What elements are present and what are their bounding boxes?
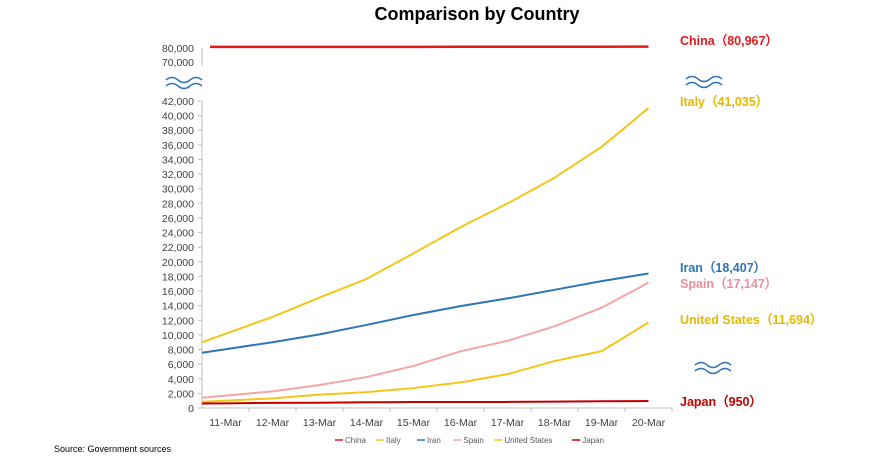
y-axis-ticks: 0 2,000 4,000 6,000 8,000 10,000 12,000 14,000 1…: [162, 43, 202, 415]
y-tick-label: 4,000: [168, 374, 194, 386]
chart-title: Comparison by Country: [374, 4, 579, 24]
x-tick-label: 12-Mar: [256, 417, 290, 429]
x-axis-ticks: 11-Mar 12-Mar 13-Mar 14-Mar 15-Mar 16-Mar 17-M…: [209, 408, 673, 429]
axis-break-icon: [165, 82, 203, 90]
series-line-italy: [201, 107, 650, 344]
end-label-japan: Japan（950）: [680, 394, 762, 409]
end-labels: China（80,967） Italy（41,035） Iran（18,407）Sp…: [680, 33, 822, 409]
y-tick-label: 36,000: [162, 140, 194, 152]
y-tick-label: 6,000: [168, 359, 194, 371]
y-tick-label: 32,000: [162, 169, 194, 181]
y-tick-label: 38,000: [162, 125, 194, 137]
y-tick-label: 80,000: [162, 43, 194, 55]
y-tick-label: 28,000: [162, 198, 194, 210]
axis-break-icon: [685, 81, 723, 89]
end-label-spain: Spain（17,147）: [680, 276, 777, 291]
x-tick-label: 16-Mar: [444, 417, 478, 429]
x-tick-label: 11-Mar: [209, 417, 242, 429]
axis-break-icon: [685, 75, 723, 83]
y-tick-label: 24,000: [162, 228, 194, 240]
legend-label-united-states: United States: [504, 436, 552, 445]
end-label-china: China（80,967）: [680, 33, 778, 48]
y-tick-label: 2,000: [168, 388, 194, 400]
x-tick-label: 19-Mar: [585, 417, 619, 429]
axes: [201, 48, 672, 409]
y-tick-label: 22,000: [162, 242, 194, 254]
legend-label-spain: Spain: [463, 436, 483, 445]
x-tick-label: 14-Mar: [350, 417, 384, 429]
y-tick-label: 40,000: [162, 111, 194, 123]
y-tick-label: 10,000: [162, 330, 194, 342]
legend-label-italy: Italy: [386, 436, 401, 445]
source-note: Source: Government sources: [54, 444, 172, 454]
axis-break-icon: [694, 361, 732, 369]
y-tick-label: 26,000: [162, 213, 194, 225]
legend-label-iran: Iran: [427, 436, 441, 445]
x-tick-label: 17-Mar: [491, 417, 525, 429]
end-label-iran: Iran（18,407）: [680, 260, 766, 275]
y-tick-label: 14,000: [162, 301, 194, 313]
series-lines: [201, 45, 650, 405]
x-tick-label: 18-Mar: [538, 417, 572, 429]
series-line-spain: [201, 281, 649, 399]
y-tick-label: 20,000: [162, 257, 194, 269]
series-line-japan: [201, 400, 649, 405]
series-line-iran: [201, 272, 649, 354]
series-line-united-states: [201, 321, 650, 403]
y-tick-label: 16,000: [162, 286, 194, 298]
y-tick-label: 0: [188, 403, 194, 415]
y-tick-label: 42,000: [162, 96, 194, 108]
y-tick-label: 34,000: [162, 154, 194, 166]
end-label-italy: Italy（41,035）: [680, 94, 768, 109]
x-tick-label: 15-Mar: [397, 417, 431, 429]
axis-break-icon: [694, 367, 732, 375]
axis-breaks: [165, 75, 732, 375]
x-tick-label: 20-Mar: [632, 417, 666, 429]
x-tick-label: 13-Mar: [303, 417, 337, 429]
y-tick-label: 8,000: [168, 345, 194, 357]
legend: China Italy Iran Spain United States Japan: [335, 436, 604, 445]
y-tick-label: 12,000: [162, 315, 194, 327]
axis-break-icon: [165, 76, 203, 84]
y-tick-label: 18,000: [162, 271, 194, 283]
legend-label-china: China: [345, 436, 366, 445]
y-tick-label: 30,000: [162, 184, 194, 196]
legend-label-japan: Japan: [582, 436, 604, 445]
y-tick-label: 70,000: [162, 57, 194, 69]
end-label-united-states: United States（11,694）: [680, 312, 822, 327]
